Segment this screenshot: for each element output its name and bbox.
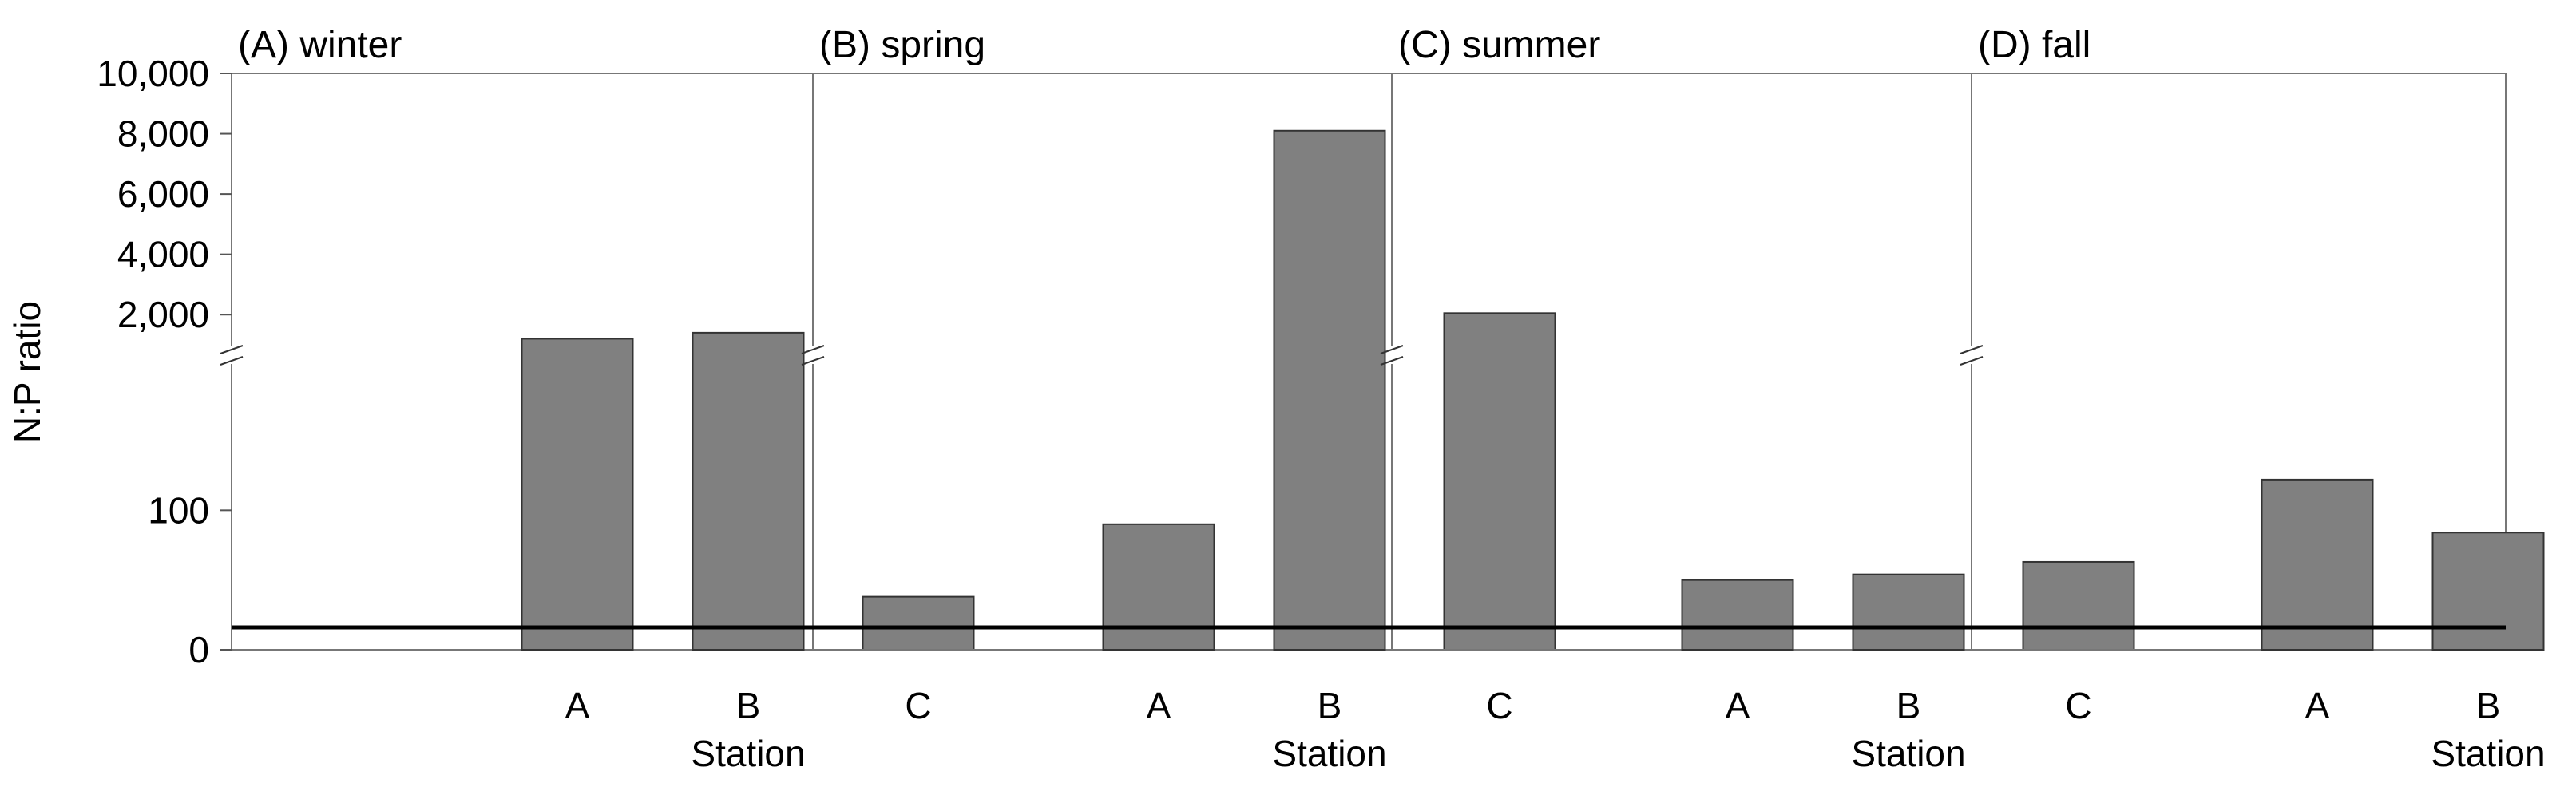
- bar-C: [1443, 312, 1556, 651]
- y-tick-label: 0: [188, 629, 209, 670]
- x-axis-label: Station: [2431, 733, 2545, 774]
- panel-2: (C) summer A B C Station: [1380, 24, 2135, 774]
- y-axis: 0 100 2,000 4,000 6,000 8,000 10,000: [97, 53, 232, 670]
- x-axis-label: Station: [1272, 733, 1386, 774]
- panel-title: (B) spring: [819, 24, 985, 66]
- x-tick-label: A: [2305, 685, 2330, 726]
- panel-title: (D) fall: [1978, 24, 2091, 66]
- panel-title: (C) summer: [1398, 24, 1600, 66]
- x-tick-label: A: [565, 685, 590, 726]
- bar-A: [1102, 523, 1215, 651]
- y-tick-label: 6,000: [117, 173, 209, 215]
- x-tick-label: A: [1147, 685, 1171, 726]
- y-tick-label: 2,000: [117, 294, 209, 335]
- y-tick-label: 8,000: [117, 113, 209, 155]
- x-tick-label: C: [2065, 685, 2091, 726]
- x-tick-label: B: [736, 685, 761, 726]
- x-tick-label: C: [1486, 685, 1512, 726]
- bar-A: [521, 338, 634, 651]
- x-tick-label: C: [905, 685, 931, 726]
- bar-C: [2022, 560, 2135, 651]
- y-tick-label: 4,000: [117, 234, 209, 275]
- x-tick-label: B: [1318, 685, 1342, 726]
- bar-C: [862, 595, 975, 651]
- bar-A: [2261, 478, 2374, 651]
- bar-B: [1852, 573, 1965, 651]
- panel-0: (A) winter A B C Station: [220, 24, 975, 774]
- panels: (A) winter A B C Station (B) spring A B C Station…: [220, 24, 2546, 774]
- bar-B: [692, 331, 805, 651]
- axis-break-mark: [220, 345, 244, 366]
- axis-break-mark: [1380, 345, 1404, 366]
- bar-A: [1681, 579, 1794, 651]
- bar-B: [1273, 129, 1386, 651]
- axis-break-mark: [1960, 345, 1984, 366]
- y-tick-label: 10,000: [97, 53, 209, 94]
- panel-3: (D) fall A B C Station: [1960, 24, 2546, 774]
- y-tick-label: 100: [148, 489, 209, 531]
- panel-1: (B) spring A B C Station: [801, 24, 1556, 774]
- x-tick-label: B: [1896, 685, 1921, 726]
- axis-break-mark: [801, 345, 825, 366]
- x-tick-label: A: [1726, 685, 1750, 726]
- x-axis-label: Station: [691, 733, 805, 774]
- bar-B: [2431, 532, 2545, 651]
- x-tick-label: B: [2476, 685, 2501, 726]
- panel-title: (A) winter: [238, 24, 402, 66]
- y-axis-label: N:P ratio: [6, 301, 48, 443]
- x-axis-label: Station: [1851, 733, 1965, 774]
